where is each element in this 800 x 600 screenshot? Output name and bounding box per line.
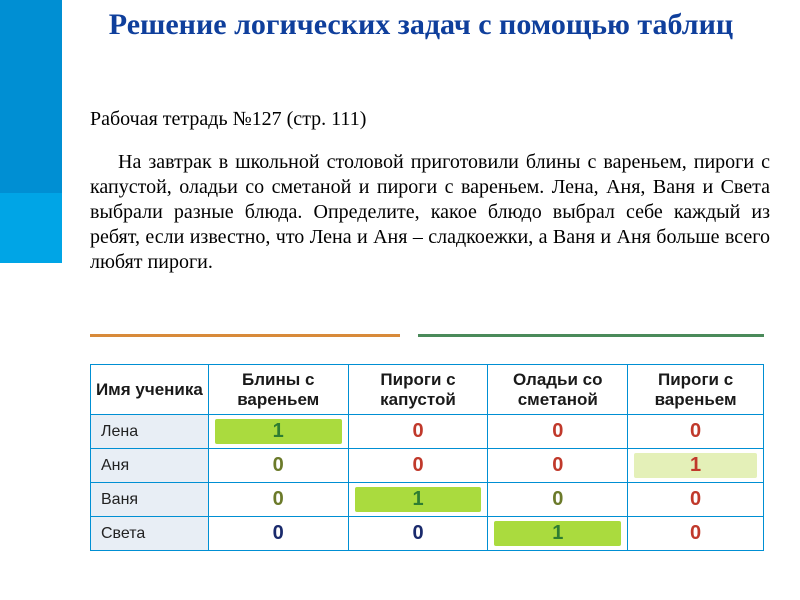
student-name-cell: Ваня: [91, 483, 209, 517]
value-cell: 0: [348, 415, 488, 449]
cell-value: 1: [412, 488, 423, 510]
value-cell: 0: [488, 449, 628, 483]
table-row: Ваня 0 1 0 0: [91, 483, 764, 517]
cell-value: 0: [412, 522, 423, 544]
value-cell: 0: [488, 415, 628, 449]
sidebar-accent-top: [0, 0, 62, 193]
divider-right: [418, 334, 764, 337]
header-dish-3: Оладьи со сметаной: [488, 365, 628, 415]
cell-value: 0: [273, 522, 284, 544]
cell-value: 0: [690, 420, 701, 442]
value-cell: 0: [628, 517, 764, 551]
problem-text: На завтрак в школьной столовой приготови…: [90, 150, 770, 275]
value-cell: 0: [348, 517, 488, 551]
student-name-cell: Света: [91, 517, 209, 551]
header-dish-4: Пироги с вареньем: [628, 365, 764, 415]
cell-value: 0: [273, 454, 284, 476]
cell-value: 1: [690, 454, 701, 476]
cell-value: 0: [552, 488, 563, 510]
table-row: Лена 1 0 0 0: [91, 415, 764, 449]
value-cell: 0: [348, 449, 488, 483]
table-header-row: Имя ученика Блины с вареньем Пироги с ка…: [91, 365, 764, 415]
cell-value: 1: [273, 420, 284, 442]
cell-value: 1: [552, 522, 563, 544]
cell-value: 0: [690, 522, 701, 544]
value-cell: 0: [488, 483, 628, 517]
workbook-reference: Рабочая тетрадь №127 (стр. 111): [90, 108, 770, 131]
logic-table: Имя ученика Блины с вареньем Пироги с ка…: [90, 364, 764, 551]
table-row: Аня 0 0 0 1: [91, 449, 764, 483]
value-cell: 0: [628, 483, 764, 517]
value-cell: 0: [208, 517, 348, 551]
cell-value: 0: [552, 420, 563, 442]
cell-value: 0: [690, 488, 701, 510]
header-name: Имя ученика: [91, 365, 209, 415]
header-dish-2: Пироги с капустой: [348, 365, 488, 415]
cell-value: 0: [273, 488, 284, 510]
student-name-cell: Лена: [91, 415, 209, 449]
slide-title: Решение логических задач с помощью табли…: [62, 8, 780, 43]
sidebar-accent-bottom: [0, 193, 62, 263]
value-cell: 1: [488, 517, 628, 551]
cell-value: 0: [412, 454, 423, 476]
value-cell: 0: [208, 483, 348, 517]
table-row: Света 0 0 1 0: [91, 517, 764, 551]
value-cell: 0: [628, 415, 764, 449]
header-dish-1: Блины с вареньем: [208, 365, 348, 415]
value-cell: 0: [208, 449, 348, 483]
value-cell: 1: [628, 449, 764, 483]
cell-value: 0: [552, 454, 563, 476]
table-body: Лена 1 0 0 0 Аня 0 0 0 1 Ваня 0 1 0 0 Света 0 0 1 0: [91, 415, 764, 551]
value-cell: 1: [348, 483, 488, 517]
student-name-cell: Аня: [91, 449, 209, 483]
divider-left: [90, 334, 400, 337]
cell-value: 0: [412, 420, 423, 442]
value-cell: 1: [208, 415, 348, 449]
